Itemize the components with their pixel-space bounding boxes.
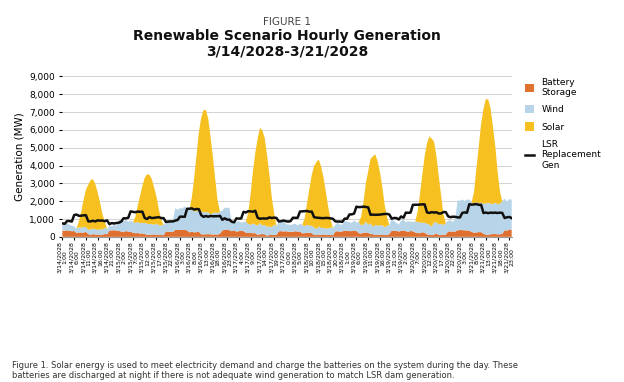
Text: Renewable Scenario Hourly Generation
3/14/2028-3/21/2028: Renewable Scenario Hourly Generation 3/1… [133,29,441,59]
Legend: Battery
Storage, Wind, Solar, LSR
Replacement
Gen: Battery Storage, Wind, Solar, LSR Replac… [525,78,601,170]
Y-axis label: Generation (MW): Generation (MW) [15,112,25,201]
Text: Figure 1. Solar energy is used to meet electricity demand and charge the batteri: Figure 1. Solar energy is used to meet e… [12,361,519,380]
Text: FIGURE 1: FIGURE 1 [263,17,311,27]
